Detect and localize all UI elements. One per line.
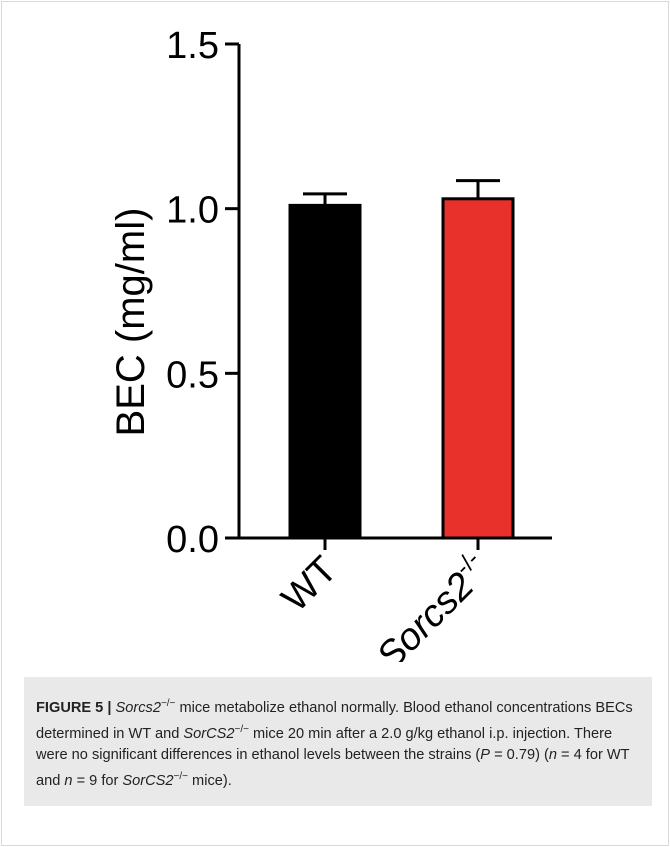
bar <box>288 203 362 540</box>
caption-fragment: SorCS2 <box>122 772 174 789</box>
caption-fragment: n <box>64 772 73 789</box>
figure-label: FIGURE 5 | <box>36 699 112 716</box>
y-tick-label: 1.0 <box>166 190 219 232</box>
y-axis-label: BEC (mg/ml) <box>109 208 153 437</box>
y-tick-label: 1.5 <box>166 25 219 67</box>
caption-fragment: −/− <box>234 723 249 735</box>
x-tick-label: Sorcs2-/- <box>366 546 498 662</box>
chart-panel: BEC (mg/ml) 0.0 0.5 1.0 1.5 WT Sorcs2-/- <box>2 2 670 678</box>
caption-fragment: = 0.79) ( <box>490 746 549 763</box>
caption-fragment: n <box>548 746 557 763</box>
x-tick-label: WT <box>274 549 345 620</box>
caption-fragment: = 9 for <box>72 772 123 789</box>
y-tick-label: 0.5 <box>166 354 219 396</box>
caption-text: Sorcs2−/− mice metabolize ethanol normal… <box>36 698 633 789</box>
figure-caption: FIGURE 5 | Sorcs2−/− mice metabolize eth… <box>24 677 652 806</box>
caption-fragment: mice metabolize ethanol normally. Blood … <box>36 699 633 742</box>
caption-fragment: SorCS2 <box>183 725 235 742</box>
caption-fragment: mice 20 min after a 2.0 g/kg ethanol i.p… <box>36 725 613 763</box>
y-tick-label: 0.0 <box>166 519 219 561</box>
caption-fragment: = 4 for WT and <box>36 746 630 789</box>
bar <box>441 197 515 540</box>
caption-fragment: mice). <box>188 772 232 789</box>
caption-fragment: P <box>480 746 491 763</box>
caption-fragment: −/− <box>173 770 188 782</box>
bar-chart: BEC (mg/ml) 0.0 0.5 1.0 1.5 WT Sorcs2-/- <box>109 25 552 678</box>
caption-fragment: Sorcs2 <box>115 699 161 716</box>
caption-fragment: −/− <box>160 698 176 709</box>
